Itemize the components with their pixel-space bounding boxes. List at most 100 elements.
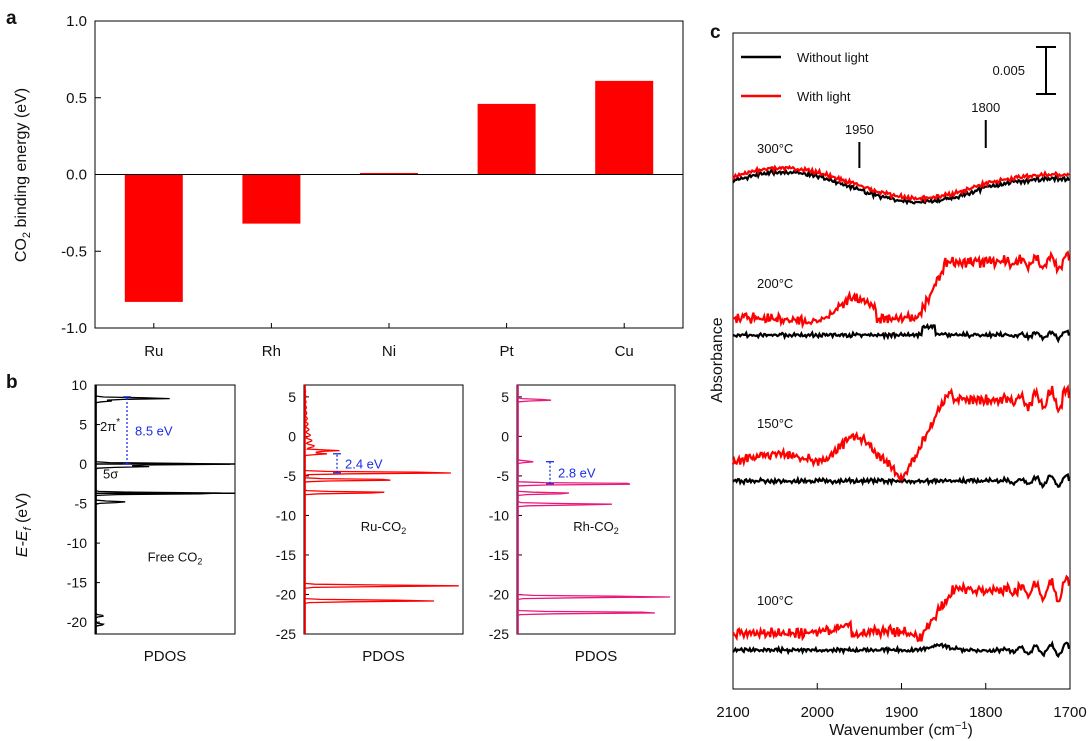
y-tick-label: -0.5: [61, 243, 87, 260]
y-tick-label: 5: [288, 389, 296, 405]
y-tick-label: 0.5: [66, 90, 87, 107]
panel-c: c Without light With light 0.005 1950 1800 30…: [709, 22, 1087, 739]
x-tick-label: 1800: [969, 704, 1002, 721]
panel-a-bars: [95, 80, 683, 302]
y-tick-label: -15: [276, 547, 296, 563]
x-tick-label: 1900: [885, 704, 918, 721]
subplot-frame: [303, 384, 464, 635]
x-tick-label: Cu: [615, 343, 634, 360]
gap-label: 2.8 eV: [558, 466, 596, 481]
y-tick-label: -25: [489, 626, 509, 642]
temperature-label: 200°C: [757, 276, 793, 291]
panel-c-frame: [732, 32, 1071, 690]
y-tick-label: -25: [276, 626, 296, 642]
panel-c-x-axis-label: Wavenumber (cm−1): [829, 720, 973, 739]
subplot-name-sub: 2: [614, 526, 619, 536]
spectrum-100c-light: [732, 574, 1071, 643]
subplot-frame: [94, 384, 236, 635]
panel-b: b E-Ef (eV) 10 5 0 -5 -10 -15 -20 2π* 5σ 8.5 eV Fr…: [6, 372, 676, 665]
x-tick-label: Pt: [500, 343, 515, 360]
spectrum-300c-light: [732, 164, 1070, 204]
pdos-subplot-0: 10 5 0 -5 -10 -15 -20 2π* 5σ 8.5 eV Free CO2 PDOS: [67, 377, 236, 665]
y-tick-label: 5: [79, 417, 87, 433]
orbital-text: 2π: [100, 419, 116, 434]
panel-c-letter: c: [710, 22, 721, 43]
spectrum-300c-dark: [732, 166, 1070, 206]
subplot-frame: [516, 384, 676, 635]
orbital-sup: *: [116, 417, 120, 428]
orbital-label: 2π*: [100, 417, 120, 434]
bar-ru: [124, 174, 183, 302]
bar-rh: [242, 174, 301, 224]
y-tick-label: -1.0: [61, 320, 87, 337]
subplot-x-label: PDOS: [144, 648, 187, 665]
temperature-label: 300°C: [757, 141, 793, 156]
scale-bar-label: 0.005: [992, 63, 1025, 78]
y-tick-label: -10: [489, 507, 509, 523]
spectrum-200c-light: [733, 250, 1071, 330]
gap-label: 8.5 eV: [135, 423, 173, 438]
x-tick-label: 1700: [1053, 704, 1086, 721]
panel-b-y-axis-label: E-Ef (eV): [14, 493, 34, 557]
bar-cu: [595, 80, 654, 175]
peak-marker-label: 1800: [971, 100, 1000, 115]
bar-pt: [477, 103, 536, 175]
subplot-name: Ru-CO2: [361, 519, 406, 536]
y-tick-label: -5: [75, 496, 88, 512]
subplot-name: Rh-CO2: [573, 519, 618, 536]
subplot-name-main: Rh-CO: [573, 519, 613, 534]
spectrum-150c-light: [731, 384, 1071, 482]
panel-a-letter: a: [6, 8, 17, 29]
y-tick-label: -10: [67, 535, 87, 551]
y-tick-label: -20: [67, 614, 87, 630]
y-tick-label: -15: [489, 547, 509, 563]
subplot-name-sub: 2: [197, 556, 202, 566]
y-tick-label: -15: [67, 575, 87, 591]
x-tick-label: 2000: [801, 704, 834, 721]
panel-b-letter: b: [6, 372, 18, 393]
y-tick-label: 10: [71, 377, 87, 393]
y-tick-label: -20: [276, 586, 296, 602]
bar-ni: [360, 172, 418, 175]
subplot-name: Free CO2: [148, 549, 203, 566]
panel-a-y-axis: 1.0 0.5 0.0 -0.5 -1.0: [61, 13, 101, 337]
pdos-profile: [304, 385, 459, 634]
y-tick-label: 1.0: [66, 13, 87, 30]
subplot-x-label: PDOS: [362, 648, 405, 665]
panel-c-y-axis-label: Absorbance: [709, 317, 726, 402]
pdos-subplot-2: 5 0 -5 -10 -15 -20 -25 2.8 eV Rh-CO2 PDOS: [489, 384, 676, 665]
spectrum-100c-dark: [732, 640, 1071, 659]
y-tick-label: 0: [501, 428, 509, 444]
y-tick-label: -5: [497, 468, 510, 484]
x-tick-label: Rh: [262, 343, 281, 360]
subplot-name-main: Free CO: [148, 549, 198, 564]
y-tick-label: -5: [284, 468, 297, 484]
y-tick-label: 5: [501, 389, 509, 405]
y-tick-label: -10: [276, 507, 296, 523]
gap-label: 2.4 eV: [345, 456, 383, 471]
panel-c-plot: Without light With light 0.005 1950 1800 300°…: [731, 46, 1071, 659]
y-tick-label: -20: [489, 586, 509, 602]
pdos-profile: [517, 385, 671, 634]
orbital-label: 5σ: [103, 466, 118, 481]
peak-marker-label: 1950: [845, 122, 874, 137]
y-tick-label: 0: [288, 428, 296, 444]
subplot-x-label: PDOS: [575, 648, 618, 665]
panel-a-x-axis: Ru Rh Ni Pt Cu: [144, 323, 634, 360]
y-tick-label: 0.0: [66, 167, 87, 184]
subplot-name-main: Ru-CO: [361, 519, 401, 534]
panel-a: a 1.0 0.5 0.0 -0.5 -1.0 Ru Rh Ni Pt Cu CO2 bindi…: [6, 8, 684, 360]
legend-label: Without light: [797, 50, 869, 65]
x-tick-label: 2100: [716, 704, 749, 721]
panel-c-x-axis: 2100 2000 1900 1800 1700: [716, 683, 1087, 721]
x-tick-label: Ru: [144, 343, 163, 360]
subplot-name-sub: 2: [401, 526, 406, 536]
temperature-label: 100°C: [757, 593, 793, 608]
legend-label: With light: [797, 89, 851, 104]
temperature-label: 150°C: [757, 416, 793, 431]
pdos-subplot-1: 5 0 -5 -10 -15 -20 -25 2.4 eV Ru-CO2 PDOS: [276, 384, 464, 665]
x-tick-label: Ni: [382, 343, 396, 360]
spectrum-200c-dark: [732, 322, 1071, 344]
